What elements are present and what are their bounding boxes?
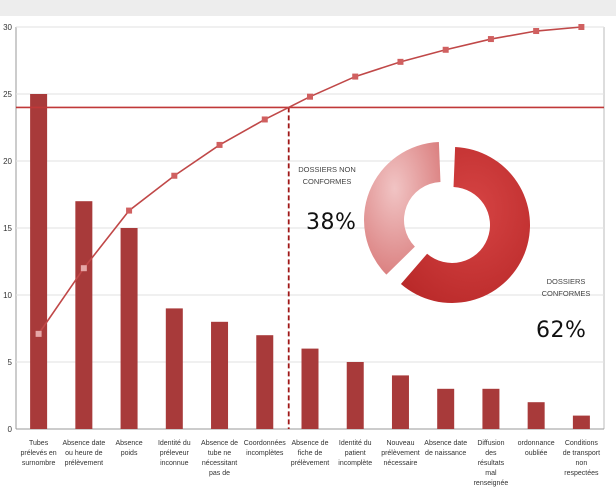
- x-tick-label: Diffusion des résultats mal renseignée: [474, 440, 509, 487]
- cumulative-point: [171, 172, 178, 179]
- cumulative-point: [487, 36, 494, 43]
- bar: [120, 228, 138, 429]
- donut-chart: DOSSIERS NON CONFORMES DOSSIERS CONFORMES: [298, 142, 590, 303]
- cumulative-point: [261, 116, 268, 123]
- cumulative-point: [397, 58, 404, 65]
- bar: [346, 362, 364, 429]
- bar: [391, 375, 409, 429]
- bar: [256, 335, 274, 429]
- x-tick-label: Tubes prélevés en surnombre: [21, 440, 57, 467]
- top-band: [0, 0, 616, 16]
- x-tick-label: Absence de tube ne nécessitant pas de: [201, 440, 238, 477]
- bar: [30, 94, 48, 429]
- x-tick-label: Absence poids: [115, 440, 142, 457]
- bar: [165, 308, 183, 429]
- cumulative-point: [35, 330, 42, 337]
- cumulative-series: [35, 24, 585, 337]
- x-tick-label: Nouveau prélèvement nécessaire: [381, 440, 420, 467]
- y-tick-label: 30: [3, 23, 12, 32]
- cumulative-point: [216, 141, 223, 148]
- y-tick-label: 0: [8, 425, 13, 434]
- x-tick-label: Identité du patient incomplète: [338, 440, 372, 467]
- bar: [482, 388, 500, 429]
- x-tick-label: Absence date de naissance: [424, 440, 467, 457]
- cumulative-point: [533, 28, 540, 35]
- bar: [572, 415, 590, 429]
- bar-series: [30, 94, 590, 429]
- donut-label-non-conformes: DOSSIERS NON CONFORMES: [298, 165, 356, 186]
- donut-slice-conformes: [400, 147, 531, 303]
- x-tick-label: Identité du préleveur inconnue: [158, 440, 191, 467]
- y-tick-label: 20: [3, 157, 12, 166]
- cumulative-point: [307, 93, 313, 100]
- x-tick-label: Conditions de transport non respectées: [563, 440, 600, 477]
- bar: [211, 321, 229, 429]
- donut-percent-conformes: 62%: [536, 318, 587, 343]
- x-tick-label: ordonnance oubliée: [518, 440, 555, 457]
- cumulative-point: [578, 24, 585, 30]
- donut-label-conformes: DOSSIERS CONFORMES: [542, 277, 591, 298]
- cumulative-point: [80, 265, 87, 272]
- cumulative-point: [442, 46, 449, 53]
- y-tick-label: 10: [3, 291, 12, 300]
- donut-slice-non-conformes: [364, 142, 441, 275]
- bar: [301, 348, 319, 429]
- bar: [437, 388, 455, 429]
- y-tick-label: 15: [3, 224, 12, 233]
- bar: [527, 402, 545, 429]
- bar: [75, 201, 93, 429]
- cumulative-point: [352, 73, 359, 80]
- x-tick-label: Absence date ou heure de prélèvement: [62, 440, 105, 467]
- x-tick-label: Absence de fiche de prélèvement: [291, 440, 330, 467]
- y-axis: 0 5 10 15 20 25 30: [3, 23, 12, 434]
- y-tick-label: 25: [3, 90, 12, 99]
- donut-percent-non-conformes: 38%: [306, 210, 357, 235]
- x-tick-label: Coordonnées incomplètes: [244, 440, 287, 457]
- y-tick-label: 5: [8, 358, 13, 367]
- cumulative-point: [126, 207, 133, 214]
- threshold: [16, 106, 604, 429]
